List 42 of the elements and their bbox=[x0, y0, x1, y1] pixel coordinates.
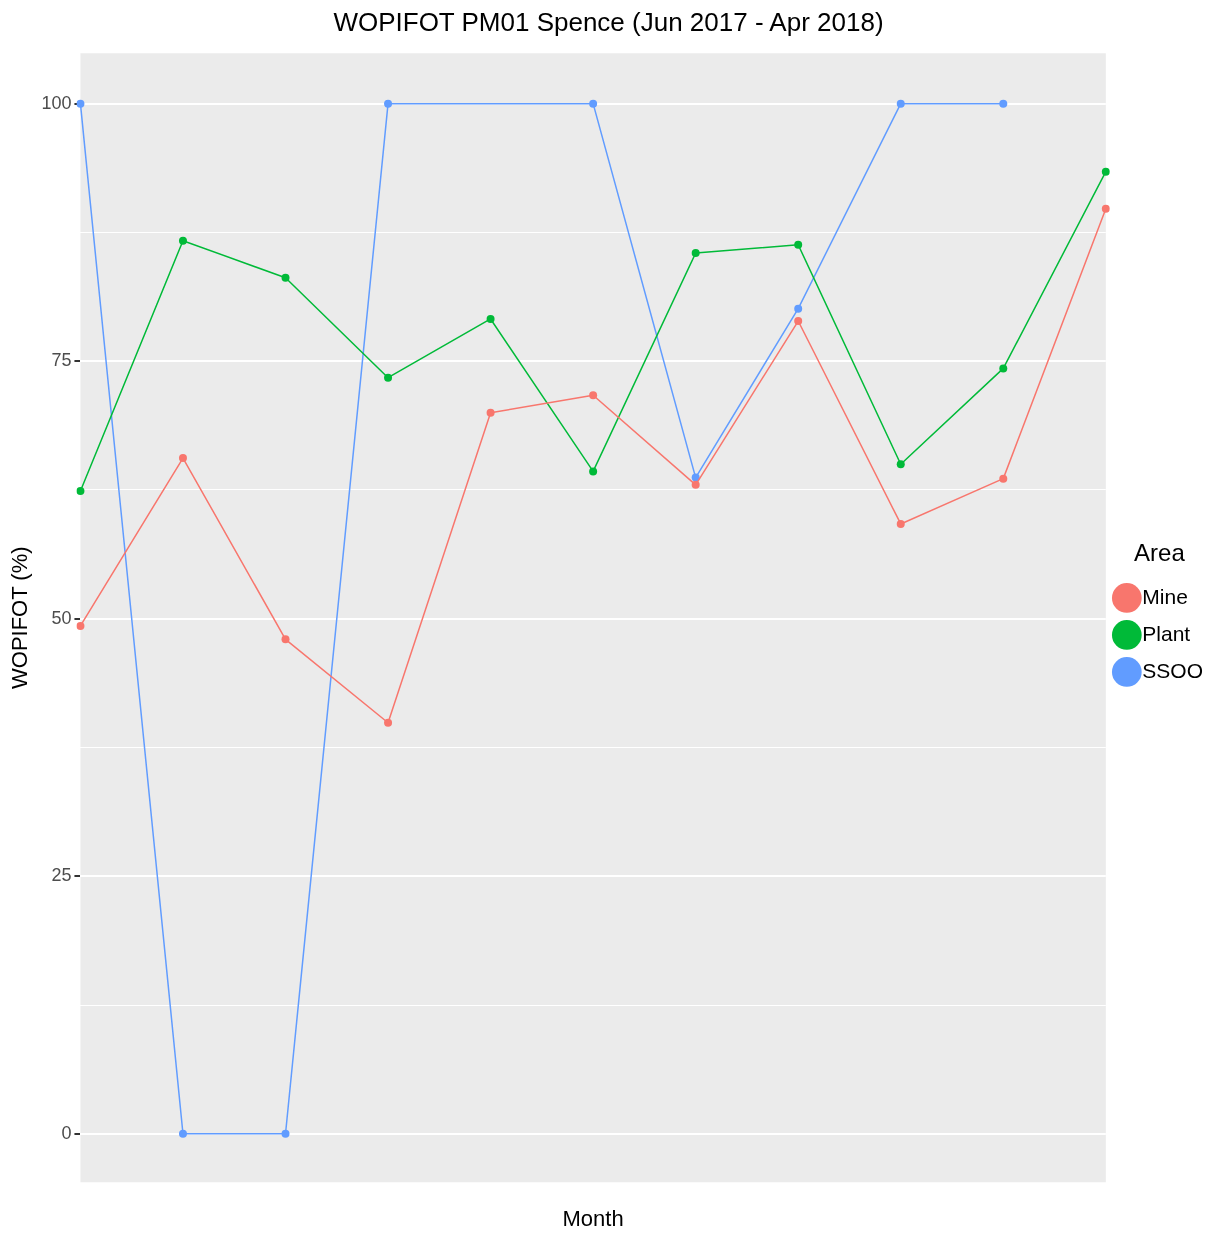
point bbox=[691, 480, 700, 489]
point bbox=[178, 236, 187, 245]
legend-label: Mine bbox=[1142, 584, 1188, 608]
legend-label: Plant bbox=[1142, 621, 1191, 645]
point bbox=[589, 99, 598, 108]
y-tick-label: 100 bbox=[41, 92, 72, 113]
point bbox=[896, 460, 905, 469]
chart-title: WOPIFOT PM01 Spence (Jun 2017 - Apr 2018) bbox=[333, 6, 884, 37]
point bbox=[794, 304, 803, 313]
point bbox=[281, 1129, 290, 1138]
point bbox=[896, 519, 905, 528]
legend-label: SSOO bbox=[1142, 658, 1203, 682]
point bbox=[999, 99, 1008, 108]
point bbox=[384, 718, 393, 727]
point bbox=[178, 1129, 187, 1138]
point bbox=[896, 99, 905, 108]
point bbox=[794, 240, 803, 249]
point bbox=[76, 99, 85, 108]
y-tick-label: 0 bbox=[61, 1122, 72, 1143]
point bbox=[999, 474, 1008, 483]
point bbox=[589, 391, 598, 400]
point bbox=[486, 314, 495, 323]
legend-title: Area bbox=[1134, 539, 1186, 567]
point bbox=[281, 273, 290, 282]
point bbox=[999, 364, 1008, 373]
point bbox=[76, 487, 85, 495]
point bbox=[281, 635, 290, 644]
point bbox=[1101, 204, 1110, 213]
point bbox=[1101, 167, 1110, 176]
point bbox=[76, 621, 85, 630]
y-tick-label: 50 bbox=[51, 607, 72, 628]
x-axis-title: Month bbox=[562, 1205, 624, 1231]
point bbox=[589, 467, 598, 476]
point bbox=[486, 408, 495, 417]
point bbox=[691, 249, 700, 258]
point bbox=[384, 373, 393, 382]
y-tick-label: 25 bbox=[51, 865, 72, 886]
y-tick-label: 75 bbox=[51, 350, 72, 371]
point bbox=[794, 317, 803, 326]
point bbox=[384, 99, 393, 108]
y-axis-title: WOPIFOT (%) bbox=[7, 546, 33, 689]
point bbox=[178, 454, 187, 463]
